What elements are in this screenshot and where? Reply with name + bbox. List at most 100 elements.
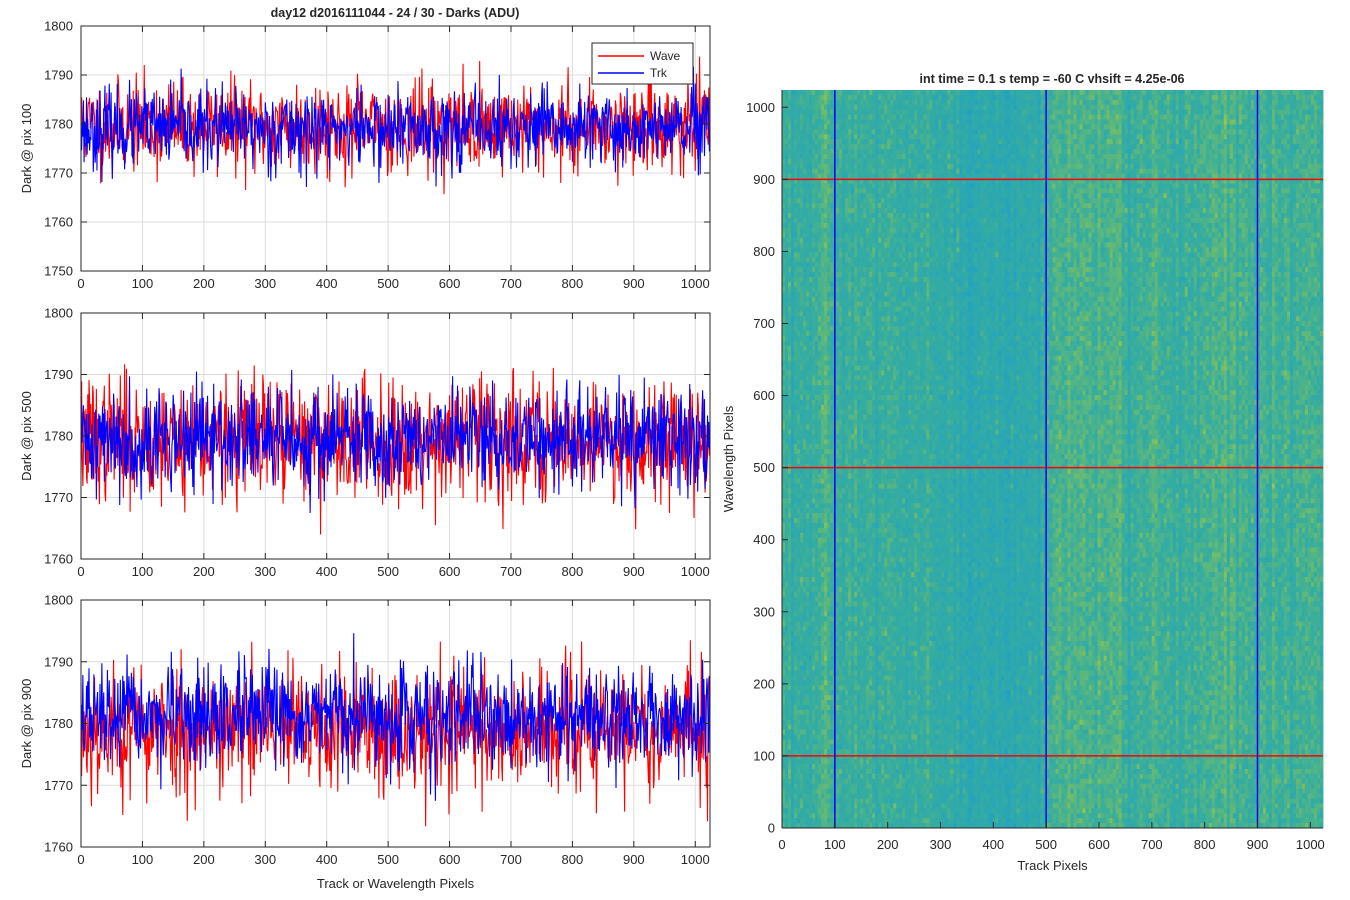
heatmap-cell: [866, 114, 870, 120]
heatmap-cell: [782, 700, 786, 706]
heatmap-cell: [842, 700, 846, 706]
heatmap-cell: [782, 114, 786, 120]
heatmap-cell: [812, 719, 816, 726]
heatmap-cell: [845, 198, 849, 204]
heatmap-cell: [818, 316, 822, 322]
heatmap-cell: [782, 173, 786, 179]
heatmap-cell: [815, 109, 819, 115]
heatmap-cell: [845, 173, 849, 179]
heatmap-cell: [824, 434, 828, 440]
heatmap-cell: [875, 562, 879, 568]
heatmap-cell: [875, 468, 879, 475]
heatmap-cell: [806, 754, 810, 760]
heatmap-cell: [827, 321, 831, 327]
heatmap-cell: [836, 503, 840, 509]
heatmap-cell: [797, 247, 801, 253]
heatmap-cell: [842, 370, 846, 376]
heatmap-cell: [839, 286, 843, 293]
heatmap-cell: [788, 281, 792, 288]
heatmap-cell: [794, 621, 798, 627]
heatmap-cell: [815, 650, 819, 657]
heatmap-cell: [863, 729, 867, 735]
heatmap-cell: [827, 227, 831, 234]
heatmap-cell: [866, 439, 870, 445]
heatmap-cell: [809, 350, 813, 357]
heatmap-cell: [794, 641, 798, 647]
heatmap-cell: [827, 331, 831, 337]
heatmap-cell: [875, 601, 879, 607]
heatmap-cell: [791, 454, 795, 460]
heatmap-cell: [851, 591, 855, 598]
heatmap-cell: [788, 350, 792, 357]
heatmap-cell: [782, 739, 786, 745]
heatmap-cell: [809, 213, 813, 219]
heatmap-cell: [800, 537, 804, 544]
heatmap-cell: [785, 552, 789, 558]
heatmap-cell: [839, 527, 843, 534]
heatmap-cell: [848, 439, 852, 445]
heatmap-cell: [839, 281, 843, 288]
heatmap-cell: [806, 611, 810, 617]
x-tick-label: 100: [132, 276, 154, 291]
heatmap-cell: [869, 586, 873, 593]
heatmap-cell: [836, 478, 840, 484]
heatmap-cell: [800, 365, 804, 371]
heatmap-cell: [821, 355, 825, 361]
heatmap-cell: [785, 665, 789, 671]
heatmap-cell: [851, 252, 855, 258]
heatmap-cell: [791, 567, 795, 573]
heatmap-cell: [788, 276, 792, 283]
heatmap-cell: [806, 567, 810, 573]
heatmap-cell: [788, 478, 792, 484]
heatmap-cell: [863, 818, 867, 824]
heatmap-cell: [875, 508, 879, 514]
heatmap-cell: [827, 168, 831, 175]
x-tick-label: 500: [377, 852, 399, 867]
heatmap-cell: [839, 419, 843, 425]
heatmap-cell: [824, 99, 828, 106]
heatmap-cell: [785, 641, 789, 647]
heatmap-cell: [785, 478, 789, 484]
heatmap-cell: [821, 365, 825, 371]
heatmap-cell: [800, 488, 804, 494]
heatmap-cell: [794, 493, 798, 499]
heatmap-cell: [821, 641, 825, 647]
heatmap-cell: [866, 606, 870, 612]
heatmap-cell: [809, 449, 813, 455]
heatmap-cell: [812, 247, 816, 253]
heatmap-cell: [821, 296, 825, 302]
heatmap-cell: [821, 399, 825, 406]
heatmap-cell: [830, 409, 834, 416]
heatmap-cell: [794, 326, 798, 332]
heatmap-cell: [851, 149, 855, 155]
heatmap-cell: [815, 764, 819, 770]
heatmap-cell: [785, 562, 789, 568]
heatmap-cell: [809, 129, 813, 135]
heatmap-cell: [830, 149, 834, 155]
heatmap-cell: [782, 645, 786, 652]
heatmap-cell: [869, 188, 873, 194]
heatmap-cell: [845, 813, 849, 819]
heatmap-cell: [818, 670, 822, 676]
heatmap-cell: [875, 331, 879, 337]
heatmap-cell: [830, 237, 834, 243]
heatmap-cell: [872, 468, 876, 475]
heatmap-cell: [866, 144, 870, 150]
heatmap-cell: [827, 242, 831, 248]
heatmap-cell: [797, 178, 801, 184]
heatmap-cell: [794, 808, 798, 814]
heatmap-cell: [851, 641, 855, 647]
heatmap-cell: [812, 572, 816, 578]
heatmap-cell: [815, 237, 819, 243]
heatmap-cell: [788, 99, 792, 106]
heatmap-cell: [785, 518, 789, 524]
heatmap-cell: [869, 522, 873, 529]
heatmap-cell: [854, 409, 858, 416]
heatmap-cell: [830, 582, 834, 588]
heatmap-cell: [806, 109, 810, 115]
heatmap-cell: [866, 591, 870, 598]
heatmap-cell: [863, 163, 867, 170]
heatmap-cell: [872, 227, 876, 234]
heatmap-cell: [797, 208, 801, 214]
heatmap-cell: [863, 542, 867, 548]
